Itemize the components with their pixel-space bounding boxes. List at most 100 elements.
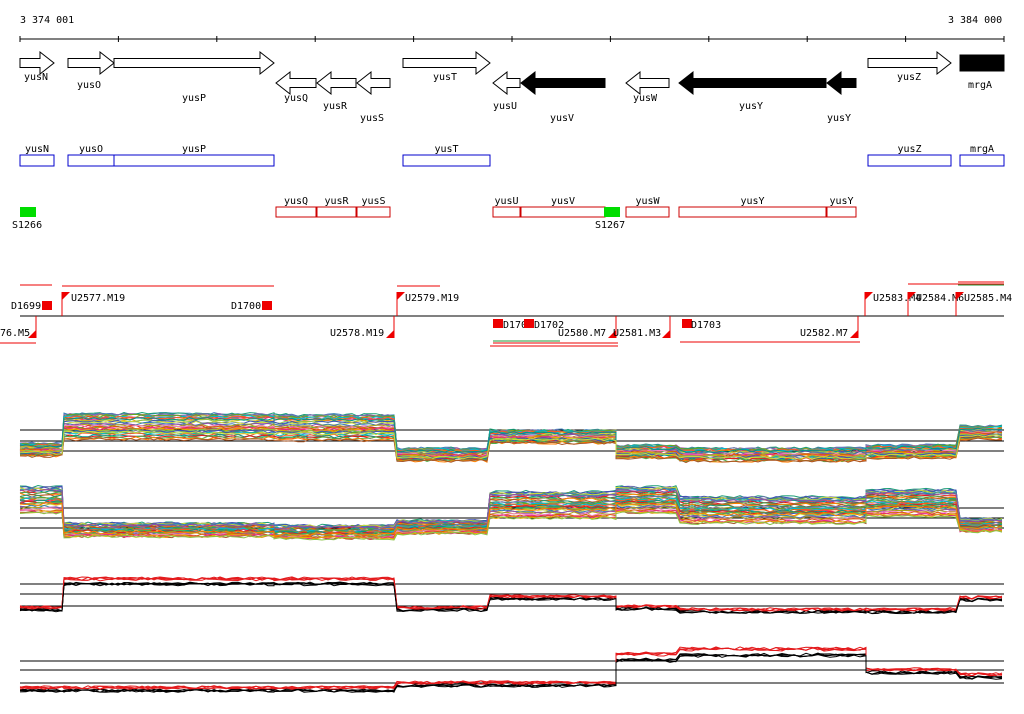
segment-marker[interactable] [62, 292, 70, 300]
plus-transcript-box[interactable] [67, 154, 115, 167]
site-label: S1267 [595, 220, 625, 231]
plus-transcript-label: yusT [435, 144, 459, 155]
minus-transcript-box[interactable] [625, 206, 670, 218]
segment-marker[interactable] [28, 330, 36, 338]
gene-label-yusp: yusP [182, 93, 206, 104]
plus-transcript-box[interactable] [113, 154, 275, 167]
segment-marker[interactable] [42, 301, 52, 310]
minus-transcript-label: yusV [551, 196, 575, 207]
segment-label: D170 [503, 320, 527, 331]
expression-panel [19, 484, 1004, 541]
segment-label: U2582.M7 [800, 328, 848, 339]
minus-transcript-label: yusQ [284, 196, 308, 207]
minus-transcript-label: yusR [325, 196, 350, 207]
segment-label: U2578.M19 [330, 328, 384, 339]
gene-label-yusv: yusV [550, 113, 574, 124]
expression-panel [19, 411, 1004, 464]
expression-panel [19, 646, 1004, 693]
minus-transcript-box[interactable] [316, 206, 357, 218]
gene-arrow-yuso[interactable] [67, 50, 115, 76]
gene-label-yusy: yusY [739, 101, 763, 112]
plus-transcript-label: yusO [79, 144, 103, 155]
site-marker[interactable] [20, 207, 36, 217]
plus-strand-transcripts: yusN yusO yusP yusT yusZ mrgA [19, 144, 1005, 167]
gene-label-yusn: yusN [24, 72, 48, 83]
gene-arrow-yusq[interactable] [275, 70, 317, 96]
plus-transcript-box[interactable] [959, 154, 1005, 167]
segment-label: U2577.M19 [71, 293, 125, 304]
coord-end-label: 3 384 000 [948, 15, 1002, 26]
minus-strand-transcripts: yusQ yusR yusS yusU yusV yusW yusY yusY [275, 196, 857, 218]
plus-transcript-label: yusN [25, 144, 49, 155]
gene-arrow-yusu[interactable] [492, 70, 521, 96]
gene-label-yusq: yusQ [284, 93, 308, 104]
gene-label-yusy: yusY [827, 113, 851, 124]
segment-label: D1703 [691, 320, 721, 331]
segment-marker[interactable] [865, 292, 873, 300]
segment-label: U2581.M3 [613, 328, 661, 339]
segment-marker[interactable] [608, 330, 616, 338]
segment-label: U2579.M19 [405, 293, 459, 304]
segment-label: 76.M5 [0, 328, 30, 339]
gene-label-mrga: mrgA [968, 80, 992, 91]
expression-panels [19, 411, 1004, 693]
minus-transcript-label: yusY [830, 196, 854, 207]
gene-label-yusr: yusR [323, 101, 348, 112]
segment-marker[interactable] [386, 330, 394, 338]
coord-start-label: 3 374 001 [20, 15, 74, 26]
segment-label: D1702 [534, 320, 564, 331]
gene-arrow-yusr[interactable] [316, 70, 357, 96]
minus-transcript-box[interactable] [678, 206, 827, 218]
segment-track: D1699 U2577.M19 D1700 U2579.M19 U2583.M4 U258… [0, 281, 1012, 347]
gene-arrow-yusy[interactable] [826, 70, 857, 96]
segment-label: U2580.M7 [558, 328, 606, 339]
minus-transcript-box[interactable] [520, 206, 606, 218]
site-markers: S1266 S1267 [12, 207, 625, 231]
gene-arrow-yusp[interactable] [113, 50, 275, 76]
segment-label: U2583.M4 [873, 293, 921, 304]
gene-arrow-yuss[interactable] [356, 70, 391, 96]
minus-transcript-box[interactable] [826, 206, 857, 218]
segment-marker[interactable] [850, 330, 858, 338]
minus-transcript-box[interactable] [492, 206, 521, 218]
gene-label-yusu: yusU [493, 101, 517, 112]
segment-marker[interactable] [262, 301, 272, 310]
gene-arrow-yusn[interactable] [19, 50, 55, 76]
site-label: S1266 [12, 220, 42, 231]
segment-marker[interactable] [493, 319, 503, 328]
gene-arrow-yusz[interactable] [867, 50, 952, 76]
gene-label-yusz: yusZ [897, 72, 921, 83]
plus-transcript-label: yusP [182, 144, 206, 155]
minus-transcript-box[interactable] [275, 206, 317, 218]
plus-transcript-label: mrgA [970, 144, 994, 155]
gene-arrow-yusy[interactable] [678, 70, 827, 96]
plus-transcript-box[interactable] [867, 154, 952, 167]
plus-transcript-box[interactable] [402, 154, 491, 167]
minus-transcript-label: yusW [636, 196, 661, 207]
segment-label: U2585.M4 [964, 293, 1012, 304]
segment-marker[interactable] [682, 319, 692, 328]
minus-transcript-label: yusY [741, 196, 765, 207]
plus-transcript-box[interactable] [19, 154, 55, 167]
segment-label: D1699 [11, 301, 41, 312]
gene-arrow-yust[interactable] [402, 50, 491, 76]
gene-arrows-track: yusN yusO yusP yusQ yusR yusS yusT yusU yusV yusW… [19, 50, 1005, 124]
minus-transcript-label: yusS [362, 196, 386, 207]
gene-arrow-mrga[interactable] [959, 54, 1005, 72]
coordinate-ruler: 3 374 001 3 384 000 [19, 15, 1005, 42]
segment-marker[interactable] [908, 292, 916, 300]
segment-marker[interactable] [662, 330, 670, 338]
segment-marker[interactable] [397, 292, 405, 300]
gene-label-yusw: yusW [633, 93, 658, 104]
expression-panel [19, 576, 1004, 615]
segment-marker[interactable] [956, 292, 964, 300]
site-marker[interactable] [604, 207, 620, 217]
segment-marker[interactable] [524, 319, 534, 328]
segment-label: D1700 [231, 301, 261, 312]
gene-arrow-yusv[interactable] [520, 70, 606, 96]
minus-transcript-box[interactable] [356, 206, 391, 218]
gene-arrow-yusw[interactable] [625, 70, 670, 96]
gene-label-yuso: yusO [77, 80, 101, 91]
